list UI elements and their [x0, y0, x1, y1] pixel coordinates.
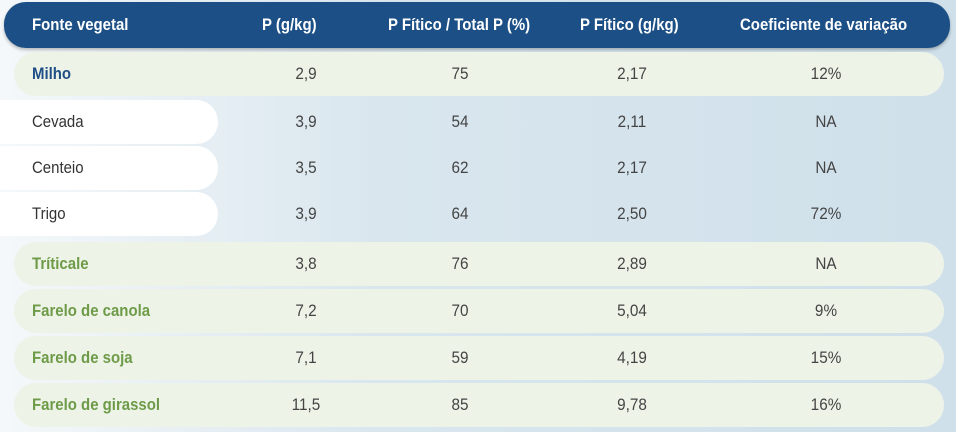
- cell-pfitico-total: 75: [451, 64, 469, 83]
- cell-pfitico: 5,04: [617, 301, 647, 320]
- cell-fonte: Trigo: [32, 204, 66, 223]
- table-row: Farelo de girassol 11,5 85 9,78 16%: [14, 383, 944, 427]
- cell-cv: 15%: [810, 348, 842, 367]
- cell-fonte: Centeio: [32, 158, 84, 177]
- cell-pfitico-total: 85: [451, 395, 469, 414]
- row-background: [14, 242, 944, 286]
- cell-p: 2,9: [295, 64, 317, 83]
- cell-cv: 16%: [810, 395, 842, 414]
- cell-fonte: Cevada: [32, 112, 84, 131]
- table-header: Fonte vegetal P (g/kg) P Fítico / Total …: [4, 2, 950, 48]
- row-background: [14, 336, 944, 380]
- cell-p: 3,9: [295, 112, 317, 131]
- row-label-background: [0, 146, 218, 190]
- table-row: Tríticale 3,8 76 2,89 NA: [14, 242, 944, 286]
- table-row: Farelo de canola 7,2 70 5,04 9%: [14, 289, 944, 333]
- cell-pfitico: 4,19: [617, 348, 647, 367]
- cell-pfitico: 2,17: [617, 64, 647, 83]
- cell-p: 7,1: [295, 348, 317, 367]
- table-row: Centeio 3,5 62 2,17 NA: [0, 146, 944, 190]
- header-p: P (g/kg): [262, 15, 317, 34]
- cell-cv: 12%: [810, 64, 842, 83]
- cell-pfitico: 9,78: [617, 395, 647, 414]
- table-row: Milho 2,9 75 2,17 12%: [14, 52, 944, 96]
- table-row: Trigo 3,9 64 2,50 72%: [0, 192, 944, 236]
- cell-p: 11,5: [291, 395, 321, 414]
- cell-pfitico-total: 62: [451, 158, 469, 177]
- cell-pfitico-total: 76: [451, 254, 469, 273]
- row-background: [14, 289, 944, 333]
- cell-cv: NA: [815, 112, 837, 131]
- cell-pfitico: 2,50: [617, 204, 647, 223]
- row-background: [14, 383, 944, 427]
- row-label-background: [0, 192, 218, 236]
- cell-pfitico: 2,17: [617, 158, 647, 177]
- cell-fonte: Tríticale: [32, 254, 89, 273]
- cell-cv: NA: [815, 158, 837, 177]
- header-coeficiente: Coeficiente de variação: [740, 15, 908, 34]
- cell-cv: 9%: [814, 301, 838, 320]
- cell-pfitico: 2,11: [617, 112, 647, 131]
- row-label-background: [0, 100, 218, 144]
- cell-fonte: Farelo de soja: [32, 348, 133, 367]
- table-row: Cevada 3,9 54 2,11 NA: [0, 100, 944, 144]
- cell-pfitico-total: 70: [451, 301, 469, 320]
- header-fonte-vegetal: Fonte vegetal: [32, 15, 129, 34]
- row-background: [14, 52, 944, 96]
- cell-pfitico: 2,89: [617, 254, 647, 273]
- cell-p: 7,2: [295, 301, 317, 320]
- cell-pfitico-total: 64: [451, 204, 469, 223]
- cell-p: 3,9: [295, 204, 317, 223]
- cell-p: 3,8: [295, 254, 317, 273]
- cell-fonte: Farelo de canola: [32, 301, 151, 320]
- cell-fonte: Milho: [32, 64, 72, 83]
- cell-p: 3,5: [295, 158, 317, 177]
- cell-pfitico-total: 59: [451, 348, 469, 367]
- header-pfitico: P Fítico (g/kg): [580, 15, 679, 34]
- cell-pfitico-total: 54: [451, 112, 469, 131]
- table-row: Farelo de soja 7,1 59 4,19 15%: [14, 336, 944, 380]
- cell-cv: 72%: [810, 204, 842, 223]
- cell-cv: NA: [815, 254, 837, 273]
- header-pfitico-total: P Fítico / Total P (%): [388, 15, 531, 34]
- cell-fonte: Farelo de girassol: [32, 395, 161, 414]
